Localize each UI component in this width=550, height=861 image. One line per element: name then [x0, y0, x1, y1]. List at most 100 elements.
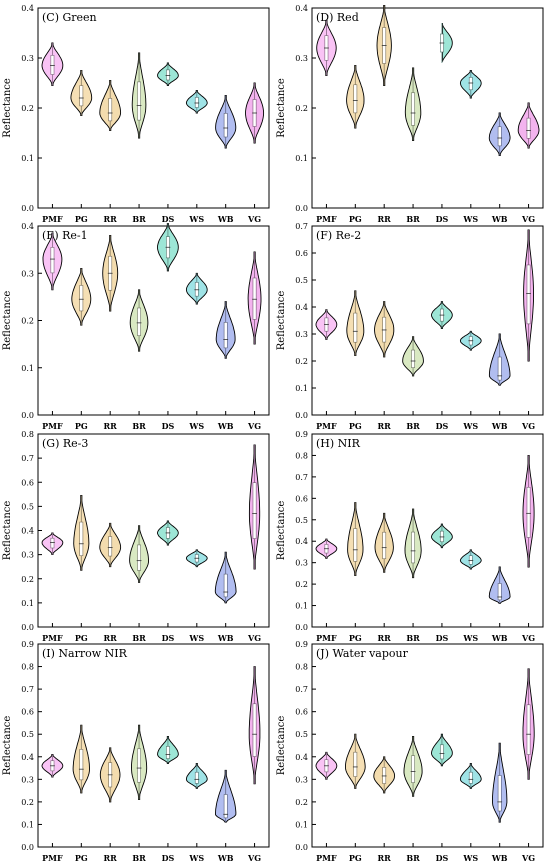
- x-tick-label: BR: [406, 633, 420, 643]
- x-tick-label: PMF: [316, 853, 337, 861]
- plot-frame: [311, 225, 544, 416]
- x-tick-label: WS: [462, 633, 478, 643]
- panel-title: (D) Red: [316, 11, 359, 24]
- x-tick-label: WB: [491, 853, 508, 861]
- y-tick-label: 0.5: [295, 516, 308, 525]
- y-tick-label: 0.5: [295, 276, 308, 285]
- violin-box: [79, 521, 84, 557]
- y-axis-label: Reflectance: [2, 716, 13, 776]
- y-tick-label: 0.0: [295, 411, 308, 420]
- y-tick-label: 0.4: [21, 4, 34, 13]
- y-tick-label: 0.6: [295, 494, 308, 503]
- y-tick-label: 0.8: [21, 430, 34, 439]
- x-tick-label: PMF: [42, 214, 63, 224]
- violin-box: [194, 97, 199, 108]
- x-tick-label: VG: [521, 633, 535, 643]
- y-tick-label: 0.6: [21, 708, 34, 717]
- violin-box: [79, 85, 84, 107]
- x-tick-label: WS: [462, 214, 478, 224]
- plot-frame: [37, 643, 270, 848]
- violin-box: [166, 746, 170, 759]
- y-tick-label: 0.1: [295, 602, 308, 611]
- y-tick-label: 0.3: [21, 775, 34, 784]
- y-tick-label: 0.2: [295, 798, 308, 807]
- violin-box: [526, 117, 531, 139]
- violin-box: [137, 748, 141, 783]
- y-tick-label: 0.7: [295, 685, 308, 694]
- plot-frame: [311, 643, 544, 848]
- violin-box: [353, 84, 358, 114]
- chart-panel: (H) NIR Reflectance 0.0 0.1 0.2 0.3 0.4 0.5 0.6 0…: [276, 430, 544, 643]
- violin-box: [194, 771, 199, 784]
- x-tick-label: PG: [349, 214, 362, 224]
- y-tick-label: 0.6: [21, 478, 34, 487]
- violin-box: [468, 771, 473, 784]
- x-tick-label: BR: [132, 421, 146, 431]
- plot-frame: [37, 433, 270, 628]
- violin-box: [440, 530, 444, 543]
- x-tick-label: DS: [162, 633, 175, 643]
- panel-title: (I) Narrow NIR: [42, 647, 128, 660]
- x-tick-label: RR: [104, 633, 118, 643]
- x-tick-label: BR: [406, 421, 420, 431]
- violin-box: [252, 482, 257, 539]
- y-tick-label: 0.3: [21, 551, 34, 560]
- x-tick-label: WB: [491, 421, 508, 431]
- plot-frame: [37, 225, 270, 416]
- violin-box: [353, 751, 358, 777]
- x-tick-label: RR: [378, 633, 392, 643]
- y-tick-label: 0.1: [295, 154, 308, 163]
- violin-box: [411, 755, 415, 783]
- y-tick-label: 0.4: [295, 537, 308, 546]
- x-tick-label: WB: [217, 853, 234, 861]
- chart-panel: (E) Re-1 Reflectance 0.0 0.1 0.2 0.3 0.4 PMF PG R…: [2, 222, 270, 431]
- y-tick-label: 0.8: [295, 451, 308, 460]
- x-tick-label: DS: [436, 633, 449, 643]
- x-tick-label: PMF: [42, 853, 63, 861]
- plot-frame: [37, 7, 270, 209]
- y-tick-label: 0.9: [21, 640, 34, 649]
- x-tick-label: PG: [349, 633, 362, 643]
- y-tick-label: 0.2: [21, 317, 34, 326]
- y-tick-label: 0.4: [21, 527, 34, 536]
- violin-box: [411, 531, 415, 564]
- y-tick-label: 0.8: [21, 663, 34, 672]
- x-tick-label: WB: [217, 421, 234, 431]
- y-axis-label: Reflectance: [276, 78, 287, 138]
- violin-box: [497, 775, 502, 812]
- violin-box: [194, 282, 199, 297]
- y-tick-label: 0.3: [295, 54, 308, 63]
- y-tick-label: 0.2: [295, 580, 308, 589]
- violin-box: [497, 126, 502, 147]
- y-tick-label: 0.0: [295, 623, 308, 632]
- y-tick-label: 0.7: [21, 685, 34, 694]
- violin-box: [497, 356, 502, 381]
- panel-title: (E) Re-1: [42, 229, 88, 242]
- y-tick-label: 0.3: [295, 775, 308, 784]
- chart-panel: (J) Water vapour Reflectance 0.0 0.1 0.2 0.3 0…: [276, 640, 544, 861]
- x-tick-label: WS: [188, 214, 204, 224]
- chart-panel: (C) Green Reflectance 0.0 0.1 0.2 0.3 0.4 PMF PG…: [2, 4, 270, 224]
- x-tick-label: WB: [491, 633, 508, 643]
- y-tick-label: 0.3: [21, 54, 34, 63]
- y-tick-label: 0.4: [295, 4, 308, 13]
- x-tick-label: BR: [132, 853, 146, 861]
- plot-frame: [311, 433, 544, 628]
- x-tick-label: VG: [247, 214, 261, 224]
- y-tick-label: 0.6: [295, 249, 308, 258]
- x-tick-label: WS: [188, 421, 204, 431]
- y-tick-label: 0.9: [295, 430, 308, 439]
- x-tick-label: DS: [162, 214, 175, 224]
- y-axis-label: Reflectance: [276, 501, 287, 561]
- violin-box: [526, 264, 531, 325]
- x-tick-label: WB: [491, 214, 508, 224]
- chart-panel: (G) Re-3 Reflectance 0.0 0.1 0.2 0.3 0.4 0.5 0.6…: [2, 430, 270, 643]
- violin-box: [382, 531, 387, 560]
- x-tick-label: PMF: [316, 421, 337, 431]
- panel-title: (H) NIR: [316, 437, 361, 450]
- x-tick-label: PG: [75, 853, 88, 861]
- chart-panel: (I) Narrow NIR Reflectance 0.0 0.1 0.2 0.3 0.4…: [2, 640, 270, 861]
- violin-box: [252, 703, 257, 757]
- violin-box: [411, 349, 415, 368]
- y-tick-label: 0.1: [295, 820, 308, 829]
